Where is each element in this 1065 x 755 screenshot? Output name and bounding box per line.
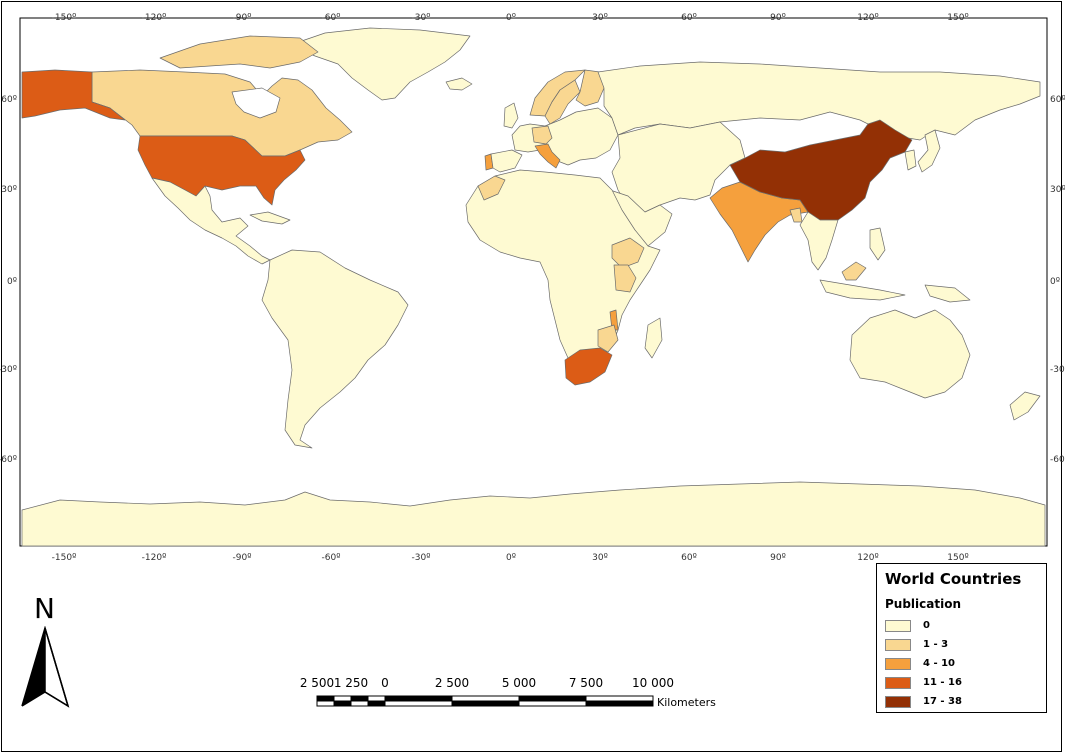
country-australia[interactable]	[849, 309, 971, 399]
scale-label: 7 500	[568, 676, 604, 690]
legend-swatch	[885, 620, 911, 632]
country-mexico[interactable]	[151, 177, 271, 265]
scale-label: 5 000	[501, 676, 537, 690]
graticule-label: 0º	[506, 553, 516, 563]
country-iceland[interactable]	[445, 77, 473, 91]
graticule-label: -30º	[1050, 365, 1065, 375]
graticule-label: 120º	[857, 553, 879, 563]
graticule-label: 60º	[1, 95, 17, 105]
country-greenland[interactable]	[289, 27, 471, 101]
graticule-label: -60º	[1050, 455, 1065, 465]
scale-label: 10 000	[632, 676, 674, 690]
country-ethiopia[interactable]	[611, 237, 645, 269]
legend-label: 0	[923, 620, 930, 631]
graticule-label: -150º	[51, 13, 77, 23]
country-madagascar[interactable]	[644, 317, 663, 359]
legend-swatch	[885, 696, 911, 708]
graticule-label: 150º	[947, 13, 969, 23]
country-morocco[interactable]	[477, 175, 506, 201]
country-central-asia[interactable]	[611, 121, 746, 213]
legend-title: World Countries	[885, 570, 1022, 588]
country-china[interactable]	[729, 119, 913, 221]
country-kenya[interactable]	[613, 264, 637, 293]
country-canada-islands[interactable]	[159, 35, 319, 69]
world-map[interactable]	[0, 0, 1065, 560]
north-label: N	[34, 592, 55, 625]
scale-label: 2 500	[299, 676, 335, 690]
country-southeast-asia[interactable]	[799, 211, 839, 271]
legend-label: 11 - 16	[923, 677, 962, 688]
scale-label: 0	[381, 676, 389, 690]
country-spain[interactable]	[490, 149, 523, 173]
graticule-label: 0º	[7, 277, 17, 287]
scale-unit: Kilometers	[657, 696, 716, 709]
graticule-label: -30º	[0, 365, 17, 375]
country-united-kingdom[interactable]	[503, 102, 519, 129]
country-italy[interactable]	[534, 143, 561, 169]
graticule-label: -60º	[321, 553, 341, 563]
north-arrow-icon	[21, 626, 70, 708]
graticule-label: 30º	[592, 13, 608, 23]
graticule-label: -150º	[51, 553, 77, 563]
legend-swatch	[885, 658, 911, 670]
country-japan[interactable]	[917, 129, 941, 173]
legend-subtitle: Publication	[885, 597, 962, 611]
graticule-label: -60º	[321, 13, 341, 23]
country-philippines[interactable]	[869, 227, 886, 261]
country-malaysia[interactable]	[841, 261, 867, 281]
graticule-label: -90º	[232, 13, 252, 23]
hudson-bay	[231, 87, 281, 119]
graticule-label: 90º	[770, 13, 786, 23]
graticule-label: 150º	[947, 553, 969, 563]
graticule-label: 90º	[770, 553, 786, 563]
scale-bar-graphic	[316, 695, 654, 707]
scale-label: 2 500	[434, 676, 470, 690]
country-indonesia[interactable]	[819, 279, 906, 301]
map-legend: World Countries Publication 0 1 - 3 4 - …	[876, 563, 1047, 713]
graticule-label: -120º	[141, 13, 167, 23]
graticule-label: 60º	[681, 13, 697, 23]
country-south-africa[interactable]	[564, 347, 613, 386]
graticule-label: -30º	[411, 13, 431, 23]
country-png[interactable]	[924, 284, 971, 303]
country-antarctica[interactable]	[21, 481, 1046, 547]
legend-swatch	[885, 639, 911, 651]
country-finland[interactable]	[575, 69, 605, 107]
graticule-label: -60º	[0, 455, 17, 465]
country-korea[interactable]	[904, 149, 917, 171]
country-malawi[interactable]	[609, 309, 619, 331]
graticule-label: -30º	[411, 553, 431, 563]
country-alaska[interactable]	[21, 69, 126, 121]
legend-label: 1 - 3	[923, 639, 949, 650]
country-cuba[interactable]	[249, 211, 291, 225]
graticule-label: 60º	[681, 553, 697, 563]
scale-bar: 2 500 1 250 0 2 500 5 000 7 500 10 000 K…	[300, 676, 730, 716]
graticule-label: 60º	[1050, 95, 1065, 105]
legend-label: 17 - 38	[923, 696, 962, 707]
graticule-label: 30º	[592, 553, 608, 563]
graticule-label: 30º	[1050, 185, 1065, 195]
country-mozambique[interactable]	[597, 324, 619, 353]
legend-label: 4 - 10	[923, 658, 955, 669]
graticule-label: 0º	[506, 13, 516, 23]
graticule-label: 120º	[857, 13, 879, 23]
country-new-zealand[interactable]	[1009, 391, 1041, 421]
country-south-america[interactable]	[261, 249, 409, 449]
graticule-label: -90º	[232, 553, 252, 563]
country-germany[interactable]	[531, 125, 553, 145]
legend-swatch	[885, 677, 911, 689]
graticule-label: 30º	[1, 185, 17, 195]
graticule-label: -120º	[141, 553, 167, 563]
graticule-label: 0º	[1050, 277, 1060, 287]
scale-label: 1 250	[333, 676, 369, 690]
